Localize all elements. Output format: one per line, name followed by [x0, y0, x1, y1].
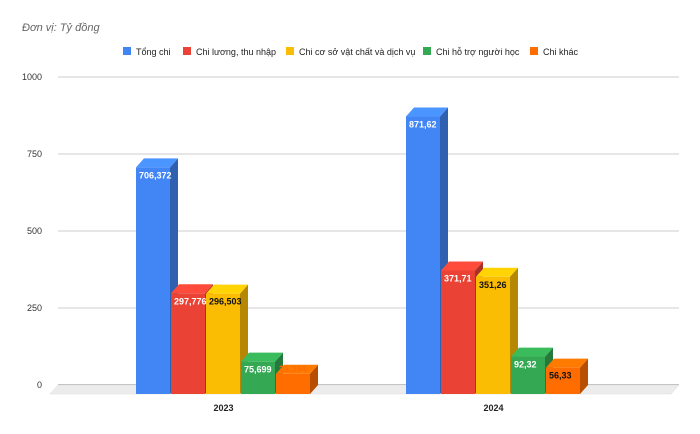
y-tick-label-250: 250 [27, 303, 42, 313]
bar-chi-khac-2023 [276, 373, 310, 394]
bar-top-chi-co-so-vat-chat-va-dich-vu-2023 [206, 284, 248, 294]
y-tick-label-500: 500 [27, 226, 42, 236]
x-category-label-2023: 2023 [213, 403, 233, 413]
bar-top-chi-co-so-vat-chat-va-dich-vu-2024 [476, 267, 518, 277]
data-label-chi-luong-thu-nhap-2024: 371,71 [444, 274, 472, 284]
data-label-chi-khac-2024: 56,33 [549, 371, 572, 381]
bar-side-chi-khac-2024 [580, 358, 588, 394]
data-label-tong-chi-2023: 706,372 [139, 170, 172, 180]
bar-top-chi-ho-tro-nguoi-hoc-2023 [241, 352, 283, 362]
x-axis-categories: 2023 2024 [213, 403, 503, 413]
legend-swatch-chi-luong-thu-nhap [183, 47, 191, 55]
bar-top-chi-khac-2024 [546, 358, 588, 368]
legend-label-tong-chi: Tổng chi [136, 47, 171, 57]
bar-side-chi-khac-2023 [310, 364, 318, 394]
legend-label-chi-co-so-vat-chat-va-dich-vu: Chi cơ sở vật chất và dịch vụ [299, 47, 415, 57]
bar-top-chi-luong-thu-nhap-2023 [171, 284, 213, 294]
y-tick-label-0: 0 [37, 380, 42, 390]
data-label-chi-co-so-vat-chat-va-dich-vu-2024: 351,26 [479, 280, 507, 290]
bar-chi-khac-2024 [546, 367, 580, 394]
legend-label-chi-luong-thu-nhap: Chi lương, thu nhập [196, 47, 276, 57]
legend-swatch-chi-co-so-vat-chat-va-dich-vu [286, 47, 294, 55]
bar-chi-ho-tro-nguoi-hoc-2024 [511, 356, 545, 394]
unit-label: Đơn vị: Tỷ đồng [22, 22, 100, 34]
bar-top-chi-khac-2023 [276, 364, 318, 374]
y-tick-label-750: 750 [27, 149, 42, 159]
bar-tong-chi-2023 [136, 167, 170, 394]
legend-label-chi-ho-tro-nguoi-hoc: Chi hỗ trợ người học [436, 47, 520, 57]
y-axis-ticks: 0 250 500 750 1000 [22, 72, 42, 390]
bar-top-tong-chi-2023 [136, 158, 178, 168]
bars [136, 107, 588, 394]
bar-chi-luong-thu-nhap-2024 [441, 270, 475, 394]
bar-chi-co-so-vat-chat-va-dich-vu-2023 [206, 293, 240, 394]
data-label-chi-khac-2023: 36,394 [279, 364, 307, 374]
bar-chi-luong-thu-nhap-2023 [171, 293, 205, 394]
legend-swatch-chi-khac [530, 47, 538, 55]
bar-top-tong-chi-2024 [406, 107, 448, 117]
data-label-chi-co-so-vat-chat-va-dich-vu-2023: 296,503 [209, 297, 242, 307]
legend-swatch-tong-chi [123, 47, 131, 55]
bar-top-chi-ho-tro-nguoi-hoc-2024 [511, 347, 553, 357]
data-label-tong-chi-2024: 871,62 [409, 120, 437, 130]
bar-tong-chi-2024 [406, 116, 440, 394]
data-label-chi-ho-tro-nguoi-hoc-2023: 75,699 [244, 365, 272, 375]
data-label-chi-ho-tro-nguoi-hoc-2024: 92,32 [514, 360, 537, 370]
y-tick-label-1000: 1000 [22, 72, 42, 82]
data-labels: 706,372 297,776 296,503 75,699 36,394 871,62 3… [139, 120, 572, 381]
legend-swatch-chi-ho-tro-nguoi-hoc [423, 47, 431, 55]
legend: Tổng chi Chi lương, thu nhập Chi cơ sở vật… [123, 47, 579, 57]
legend-label-chi-khac: Chi khác [543, 47, 579, 57]
bar-chi-ho-tro-nguoi-hoc-2023 [241, 361, 275, 394]
bar-chi-co-so-vat-chat-va-dich-vu-2024 [476, 276, 510, 394]
x-category-label-2024: 2024 [483, 403, 503, 413]
data-label-chi-luong-thu-nhap-2023: 297,776 [174, 296, 207, 306]
bar-top-chi-luong-thu-nhap-2024 [441, 261, 483, 271]
